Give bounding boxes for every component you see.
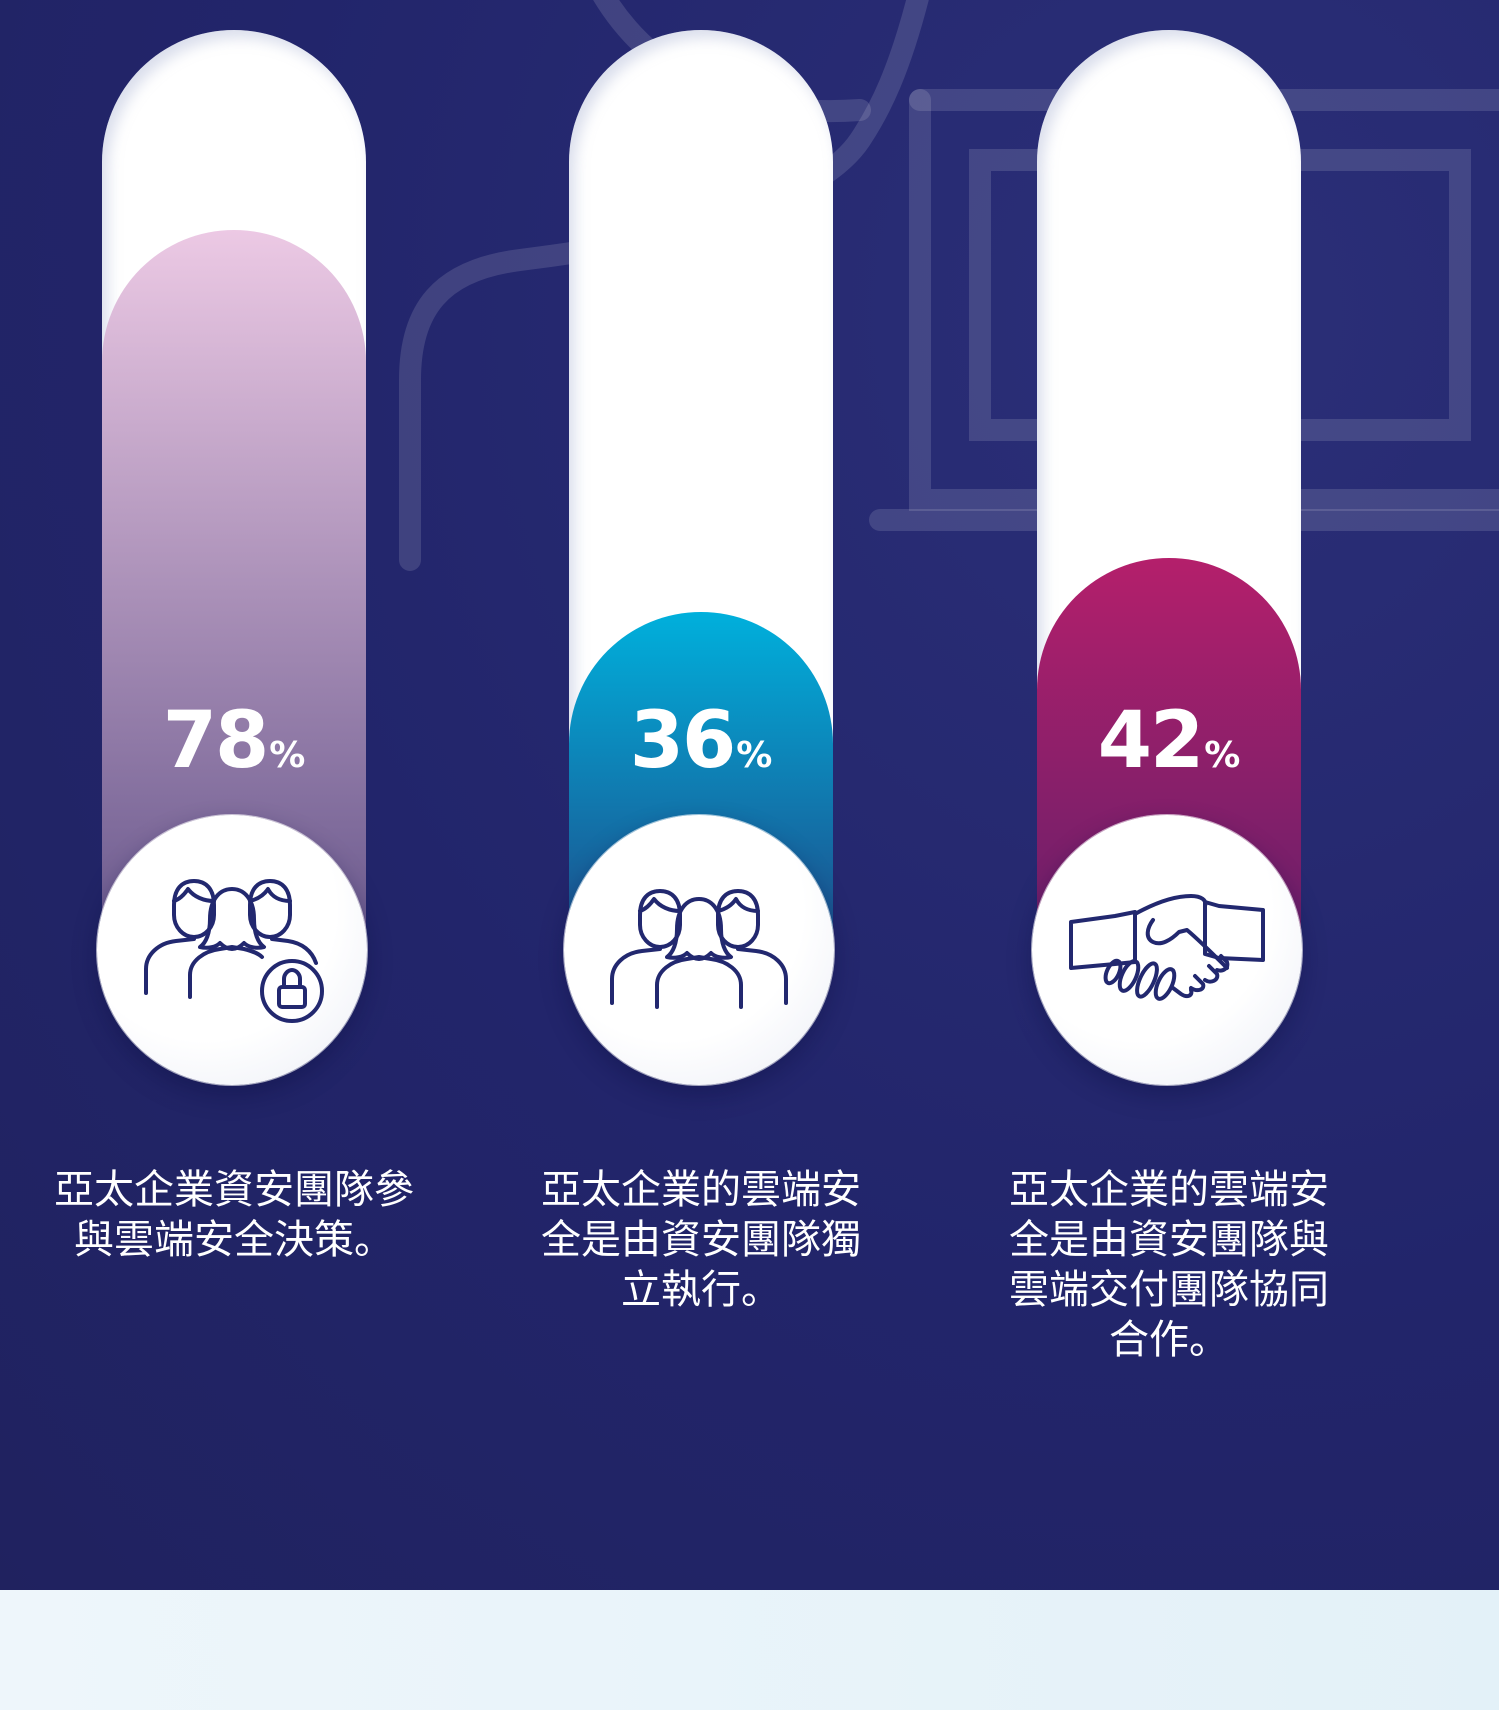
value-unit-3: % [1204,735,1241,776]
handshake-icon [1069,894,1265,1001]
value-unit-2: % [736,735,773,776]
infographic-panel: 78% 亞太企業資安團隊參 與雲端安全決策。 [0,0,1499,1590]
team-lock-icon [144,879,324,1023]
bar-track-2 [569,30,833,940]
value-label-2: 36% [569,702,833,780]
bar-caption-3: 亞太企業的雲端安 全是由資安團隊與 雲端交付團隊協同 合作。 [1009,1167,1329,1363]
icon-badge-1 [97,815,367,1085]
bottom-band [0,1590,1499,1710]
value-number-3: 42 [1097,696,1205,786]
value-label-3: 42% [1037,702,1301,780]
bar-track-1 [102,30,366,940]
value-label-1: 78% [102,702,366,780]
bar-caption-2: 亞太企業的雲端安 全是由資安團隊獨 立執行。 [541,1167,861,1313]
icon-badge-3 [1032,815,1302,1085]
value-unit-1: % [269,735,306,776]
icon-badge-2 [564,815,834,1085]
value-number-2: 36 [629,696,737,786]
value-number-1: 78 [162,696,270,786]
bar-caption-1: 亞太企業資安團隊參 與雲端安全決策。 [54,1167,414,1263]
team-icon [610,889,788,1009]
bar-track-3 [1037,30,1301,940]
